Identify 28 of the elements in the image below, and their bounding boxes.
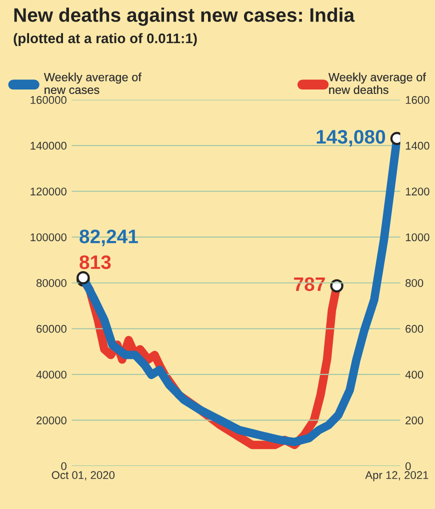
y2-tick-label: 1200 — [406, 188, 430, 196]
data-label: 82,241 — [80, 230, 138, 246]
y2-tick-label: 800 — [406, 279, 424, 288]
data-label: 787 — [294, 277, 325, 292]
data-label: 813 — [80, 255, 111, 270]
y-tick-label: 20000 — [36, 416, 66, 424]
y-tick-label: 0 — [61, 462, 66, 470]
y2-tick-label: 400 — [405, 370, 424, 379]
y-tick-label: 100000 — [30, 233, 66, 242]
chart-subtitle: (plotted at a ratio of 0.011:1) — [14, 33, 197, 46]
y2-tick-label: 1600 — [406, 96, 430, 104]
x-tick-label: Apr 12, 2021 — [365, 471, 428, 482]
y2-tick-label: 0 — [405, 462, 411, 470]
chart-title: New deaths against new cases: India — [14, 8, 355, 26]
legend-label: Weekly average of new cases — [44, 72, 142, 94]
y2-tick-label: 200 — [406, 416, 424, 424]
y-tick-label: 60000 — [36, 324, 66, 333]
y-tick-label: 160000 — [30, 96, 66, 104]
y-tick-label: 80000 — [36, 279, 66, 288]
y2-tick-label: 600 — [406, 324, 424, 333]
y-tick-label: 140000 — [30, 142, 66, 150]
y2-tick-label: 1000 — [406, 233, 430, 242]
y2-tick-label: 1400 — [406, 142, 430, 150]
y-tick-label: 40000 — [36, 370, 66, 379]
data-label: 143,080 — [316, 130, 386, 147]
x-tick-label: Oct 01, 2020 — [52, 471, 115, 480]
y-tick-label: 120000 — [30, 188, 66, 196]
legend-label: Weekly average of new deaths — [328, 72, 426, 94]
